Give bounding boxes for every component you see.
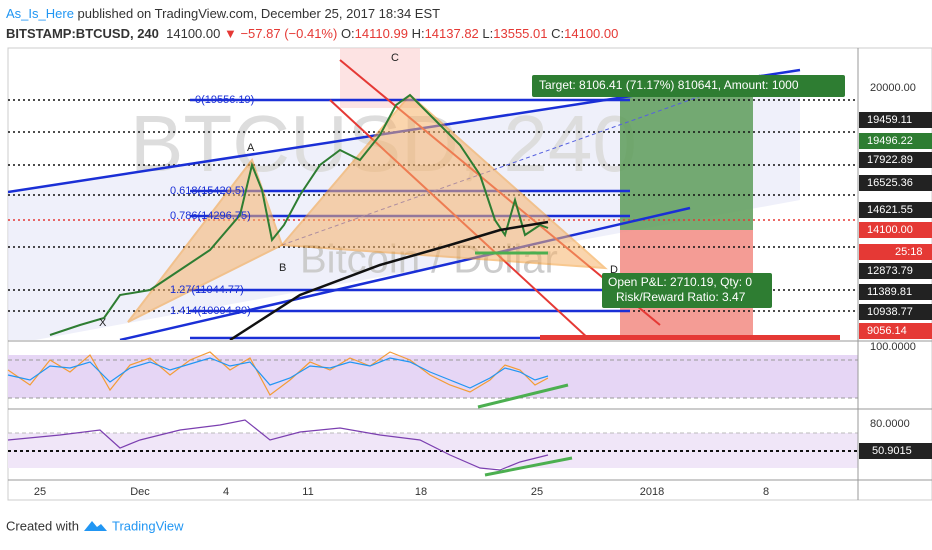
shape-rect <box>859 443 932 459</box>
osc-label: 50.9015 <box>872 445 912 457</box>
change: ▼ −57.87 (−0.41%) <box>223 26 338 41</box>
shape-rect <box>859 323 932 339</box>
time-label: 11 <box>302 486 313 498</box>
shape-rect <box>859 222 932 238</box>
shape-polyline <box>7 351 549 396</box>
shape-rect <box>859 133 932 149</box>
price-label: 20000.00 <box>870 82 916 94</box>
time-label: 4 <box>223 486 229 498</box>
shape-g: BTCUSD, 240 Bitcoin / Dollar <box>8 48 858 340</box>
price-label: 17922.89 <box>867 154 913 166</box>
shape-g: 25 Dec 4 11 18 25 2018 8 <box>34 486 769 498</box>
published: published on TradingView.com, December 2… <box>77 6 441 21</box>
fib-label: 1.27(11044.77) <box>170 284 244 296</box>
price-label: 14621.55 <box>867 204 913 216</box>
l-label: L: <box>482 26 494 41</box>
symbol: BITSTAMP:BTCUSD, 240 <box>6 26 159 41</box>
last: 14100.00 <box>166 26 221 41</box>
price-label: 12873.79 <box>867 265 913 277</box>
shape-rect <box>859 284 932 300</box>
price-label: 14100.00 <box>867 224 913 236</box>
time-label: 8 <box>763 486 769 498</box>
shape-rect <box>540 335 840 340</box>
shape-polyline <box>7 419 549 471</box>
fib-label: 0.786(14296.75) <box>170 210 251 222</box>
footer-created: Created with <box>6 518 79 533</box>
shape-polyline <box>7 357 549 389</box>
shape-rect <box>620 75 753 230</box>
point-label: C <box>391 52 399 64</box>
l: 13555.01 <box>493 26 548 41</box>
price-label: 9056.14 <box>867 325 907 337</box>
fib-label: 1.414(10094.80) <box>170 305 251 317</box>
header: As_Is_Here published on TradingView.com,… <box>6 4 618 44</box>
time-label: 2018 <box>640 486 664 498</box>
h-label: H: <box>411 26 425 41</box>
fib-label: 0.618(15420.5) <box>170 185 245 197</box>
price-label: 16525.36 <box>867 177 913 189</box>
shape-g: X A B C D <box>99 52 618 329</box>
shape-rect <box>859 244 932 260</box>
shape-rect <box>859 152 932 168</box>
footer-brand[interactable]: TradingView <box>112 518 184 533</box>
shape-g: 0(19556.19) 0.618(15420.5) 0.786(14296.7… <box>170 94 254 317</box>
time-label: 25 <box>531 486 543 498</box>
shape-line <box>119 206 691 340</box>
point-label: A <box>247 142 255 154</box>
shape-rect <box>859 112 932 128</box>
target-box: Target: 8106.41 (71.17%) 810641, Amount:… <box>539 78 799 92</box>
author[interactable]: As_Is_Here <box>6 6 74 21</box>
shape-g: 20000.00 19459.11 19496.22 17922.89 1652… <box>859 82 932 459</box>
fib-label: 0(19556.19) <box>195 94 254 106</box>
time-label: 18 <box>415 486 427 498</box>
countdown: 25:18 <box>895 246 923 258</box>
shape-rect <box>602 273 772 308</box>
point-label: B <box>279 262 286 274</box>
o-label: O: <box>340 26 355 41</box>
c-label: C: <box>551 26 565 41</box>
shape-rect <box>859 263 932 279</box>
shape-rect <box>859 304 932 320</box>
price-label: 11389.81 <box>867 286 912 298</box>
shape-rect <box>859 202 932 218</box>
logo <box>84 521 107 531</box>
shape-rect <box>532 75 845 97</box>
h: 14137.82 <box>424 26 479 41</box>
time-label: 25 <box>34 486 46 498</box>
pnl-text: Open P&L: 2710.19, Qty: 0 <box>608 275 752 289</box>
price-label: 10938.77 <box>867 306 913 318</box>
shape-polyline <box>49 93 549 336</box>
point-label: X <box>99 317 107 329</box>
o: 14110.99 <box>354 26 408 41</box>
price-label: 19459.11 <box>867 114 912 126</box>
shape-line <box>477 383 569 409</box>
time-label: Dec <box>130 486 150 498</box>
shape-line <box>484 456 573 477</box>
osc-label: 80.0000 <box>870 418 910 430</box>
point-label: D <box>610 264 618 276</box>
rsi-label: 100.0000 <box>870 341 916 353</box>
header-line: BITSTAMP:BTCUSD, 240 14100.00 ▼ −57.87 (… <box>6 24 618 44</box>
pnl-text: Risk/Reward Ratio: 3.47 <box>616 290 746 304</box>
price-label: 19496.22 <box>867 135 913 147</box>
shape-polyline <box>229 220 549 340</box>
shape-rect <box>859 175 932 191</box>
c: 14100.00 <box>564 26 619 41</box>
header-line: As_Is_Here published on TradingView.com,… <box>6 4 618 24</box>
